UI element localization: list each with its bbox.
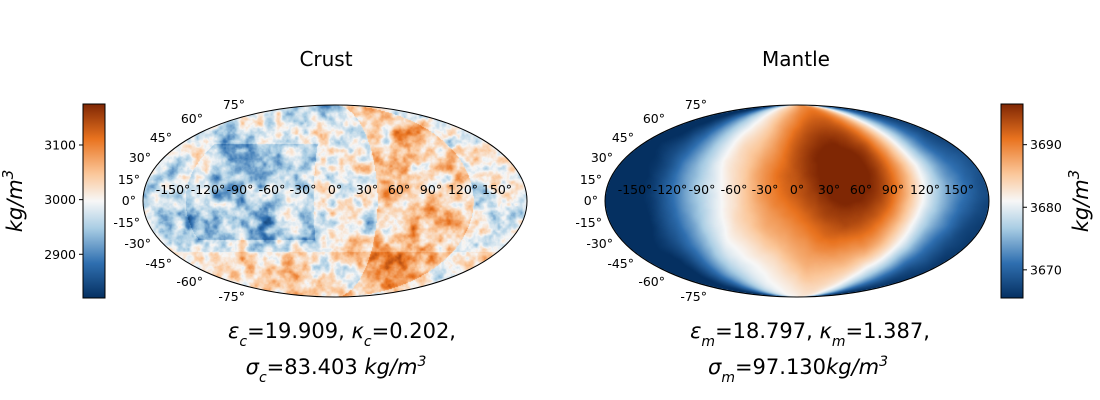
- mantle-colorbar-gradient: [1000, 103, 1024, 299]
- colorbar-tick-label: 3100: [44, 137, 76, 152]
- mantle-lat-label: 60°: [643, 111, 665, 126]
- crust-lon-labels: -150° -120° -90° -60° -30° 0° 30° 60° 90…: [156, 182, 512, 197]
- colorbar-tick-label: 3000: [44, 192, 76, 207]
- mantle-lon-label: -60°: [721, 182, 748, 197]
- crust-caption-line1: εc=19.909, κc=0.202,: [228, 319, 456, 350]
- mantle-map-outline: [604, 104, 990, 298]
- colorbar-tick-label: 3670: [1030, 262, 1062, 277]
- crust-lat-labels: 75° 60° 45° 30° 15° 0° -15° -30° -45° -6…: [113, 97, 245, 304]
- crust-lon-label: 150°: [482, 182, 512, 197]
- crust-lat-label: 30°: [129, 150, 151, 165]
- mantle-lat-label: 15°: [580, 172, 602, 187]
- crust-title: Crust: [299, 47, 352, 71]
- mantle-lon-labels: -150° -120° -90° -60° -30° 0° 30° 60° 90…: [618, 182, 974, 197]
- crust-lat-label: -75°: [218, 289, 245, 304]
- mantle-colorbar-label: kg/m3: [1065, 170, 1093, 233]
- mantle-panel: Mantle -150° -120° -90° -60° -30° 0° 30°…: [575, 47, 1093, 386]
- crust-lat-label: 15°: [118, 172, 140, 187]
- crust-lon-label: -150°: [156, 182, 191, 197]
- crust-map-outline: [142, 104, 528, 298]
- colorbar-tick-label: 3690: [1030, 137, 1062, 152]
- crust-density-field: [143, 105, 527, 297]
- mantle-lat-label: -75°: [680, 289, 707, 304]
- mantle-lon-label: -90°: [689, 182, 716, 197]
- crust-lat-label: 0°: [122, 193, 136, 208]
- mantle-lon-label: 60°: [850, 182, 872, 197]
- mantle-lat-label: 45°: [612, 130, 634, 145]
- crust-lon-label: 60°: [388, 182, 410, 197]
- crust-colorbar-ticks: 2900 3000 3100: [44, 137, 83, 262]
- mantle-colorbar-ticks: 3670 3680 3690: [1023, 137, 1062, 277]
- crust-lon-label: -120°: [191, 182, 226, 197]
- mantle-lat-label: -45°: [607, 256, 634, 271]
- crust-lat-label: 45°: [150, 130, 172, 145]
- crust-lat-label: 60°: [181, 111, 203, 126]
- mantle-lon-label: -150°: [618, 182, 653, 197]
- mantle-lon-label: 30°: [818, 182, 840, 197]
- mantle-map: [604, 104, 990, 298]
- crust-map: [142, 104, 528, 298]
- mantle-lat-label: 0°: [584, 193, 598, 208]
- crust-lat-label: 75°: [223, 97, 245, 112]
- crust-lon-label: -90°: [227, 182, 254, 197]
- crust-panel: Crust -150° -120° -90° -60° -30° 0° 30° …: [0, 47, 528, 386]
- mantle-title: Mantle: [762, 47, 830, 71]
- crust-lat-label: -45°: [145, 256, 172, 271]
- crust-lon-label: 0°: [328, 182, 342, 197]
- crust-lon-label: -60°: [259, 182, 286, 197]
- mantle-lon-label: 0°: [790, 182, 804, 197]
- colorbar-tick-label: 3680: [1030, 200, 1062, 215]
- mantle-lat-label: -15°: [575, 215, 602, 230]
- mantle-caption-line2: σm=97.130kg/m3: [708, 354, 888, 386]
- mantle-lon-label: -120°: [653, 182, 688, 197]
- mantle-lon-label: 150°: [944, 182, 974, 197]
- colorbar-tick-label: 2900: [44, 247, 76, 262]
- mantle-lon-label: -30°: [752, 182, 779, 197]
- crust-colorbar-label: kg/m3: [0, 170, 27, 233]
- crust-lon-label: 120°: [448, 182, 478, 197]
- mantle-lat-label: 75°: [685, 97, 707, 112]
- crust-caption-line2: σc=83.403 kg/m3: [246, 354, 427, 386]
- crust-lat-label: -60°: [176, 274, 203, 289]
- mantle-lat-label: -60°: [638, 274, 665, 289]
- mantle-lat-label: 30°: [591, 150, 613, 165]
- mantle-caption-line1: εm=18.797, κm=1.387,: [690, 319, 930, 350]
- crust-lon-label: 30°: [356, 182, 378, 197]
- mantle-colorbar: 3670 3680 3690 kg/m3: [1000, 103, 1093, 299]
- crust-lat-label: -15°: [113, 215, 140, 230]
- mantle-lat-label: -30°: [586, 236, 613, 251]
- crust-lon-label: -30°: [290, 182, 317, 197]
- crust-lon-label: 90°: [420, 182, 442, 197]
- crust-lat-label: -30°: [124, 236, 151, 251]
- mantle-lon-label: 120°: [910, 182, 940, 197]
- crust-colorbar-gradient: [82, 103, 106, 299]
- mantle-lon-label: 90°: [882, 182, 904, 197]
- mantle-lat-labels: 75° 60° 45° 30° 15° 0° -15° -30° -45° -6…: [575, 97, 707, 304]
- mantle-density-field: [605, 105, 989, 297]
- crust-colorbar: 2900 3000 3100 kg/m3: [0, 103, 106, 299]
